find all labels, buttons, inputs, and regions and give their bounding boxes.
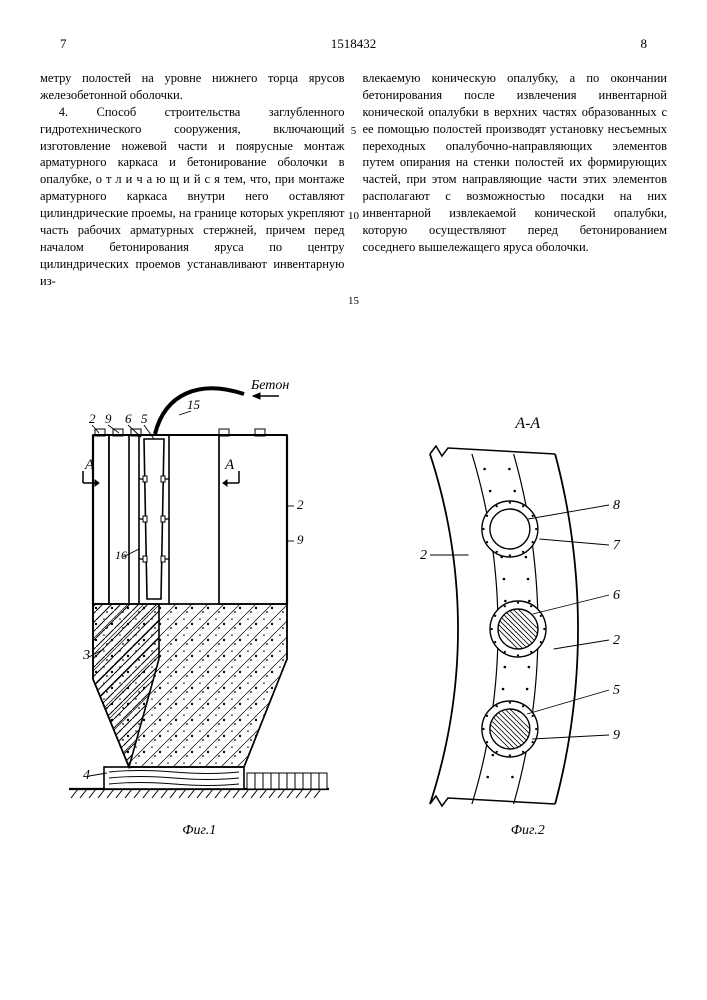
svg-text:16: 16 <box>115 548 127 562</box>
svg-text:6: 6 <box>613 588 620 603</box>
line-marker-5: 5 <box>351 125 357 137</box>
figure-1-caption: Фиг.1 <box>69 823 329 839</box>
svg-text:15: 15 <box>187 397 201 412</box>
figure-2: А-А 8 7 6 2 5 9 2 Фиг.2 <box>418 415 638 839</box>
left-column: метру полостей на уровне нижнего торца я… <box>40 70 345 289</box>
figures-row: БетонAA296515291634 Фиг.1 А-А 8762592 Фи… <box>40 359 667 839</box>
text-columns: метру полостей на уровне нижнего торца я… <box>40 70 667 289</box>
svg-text:5: 5 <box>613 683 620 698</box>
figure-2-section-label: А-А <box>418 415 638 433</box>
svg-text:9: 9 <box>297 532 304 547</box>
left-p2: 4. Способ строительства заглубленного ги… <box>40 104 345 290</box>
svg-text:5: 5 <box>141 411 148 426</box>
svg-text:2: 2 <box>89 411 96 426</box>
svg-text:6: 6 <box>125 411 132 426</box>
svg-text:8: 8 <box>613 498 620 513</box>
svg-text:4: 4 <box>83 768 90 783</box>
figure-1-svg: БетонAA296515291634 <box>69 359 329 819</box>
svg-text:9: 9 <box>105 411 112 426</box>
page-right: 8 <box>641 36 648 52</box>
right-p1: влекаемую коническую опалубку, а по окон… <box>363 70 668 256</box>
doc-number: 1518432 <box>67 36 641 52</box>
line-marker-15: 15 <box>348 295 359 307</box>
line-marker-10: 10 <box>348 210 359 222</box>
page-header: 7 1518432 8 <box>40 36 667 52</box>
svg-text:2: 2 <box>613 633 620 648</box>
svg-text:3: 3 <box>82 648 90 663</box>
right-column: влекаемую коническую опалубку, а по окон… <box>363 70 668 289</box>
svg-text:2: 2 <box>297 497 304 512</box>
figure-1: БетонAA296515291634 Фиг.1 <box>69 359 329 839</box>
svg-text:A: A <box>224 457 235 473</box>
figure-2-svg: 8 7 6 2 5 9 2 <box>418 439 638 819</box>
svg-text:Бетон: Бетон <box>250 378 289 393</box>
svg-text:2: 2 <box>420 548 427 563</box>
svg-text:7: 7 <box>613 538 621 553</box>
svg-text:9: 9 <box>613 728 620 743</box>
left-p1: метру полостей на уровне нижнего торца я… <box>40 70 345 104</box>
figure-2-caption: Фиг.2 <box>418 823 638 839</box>
